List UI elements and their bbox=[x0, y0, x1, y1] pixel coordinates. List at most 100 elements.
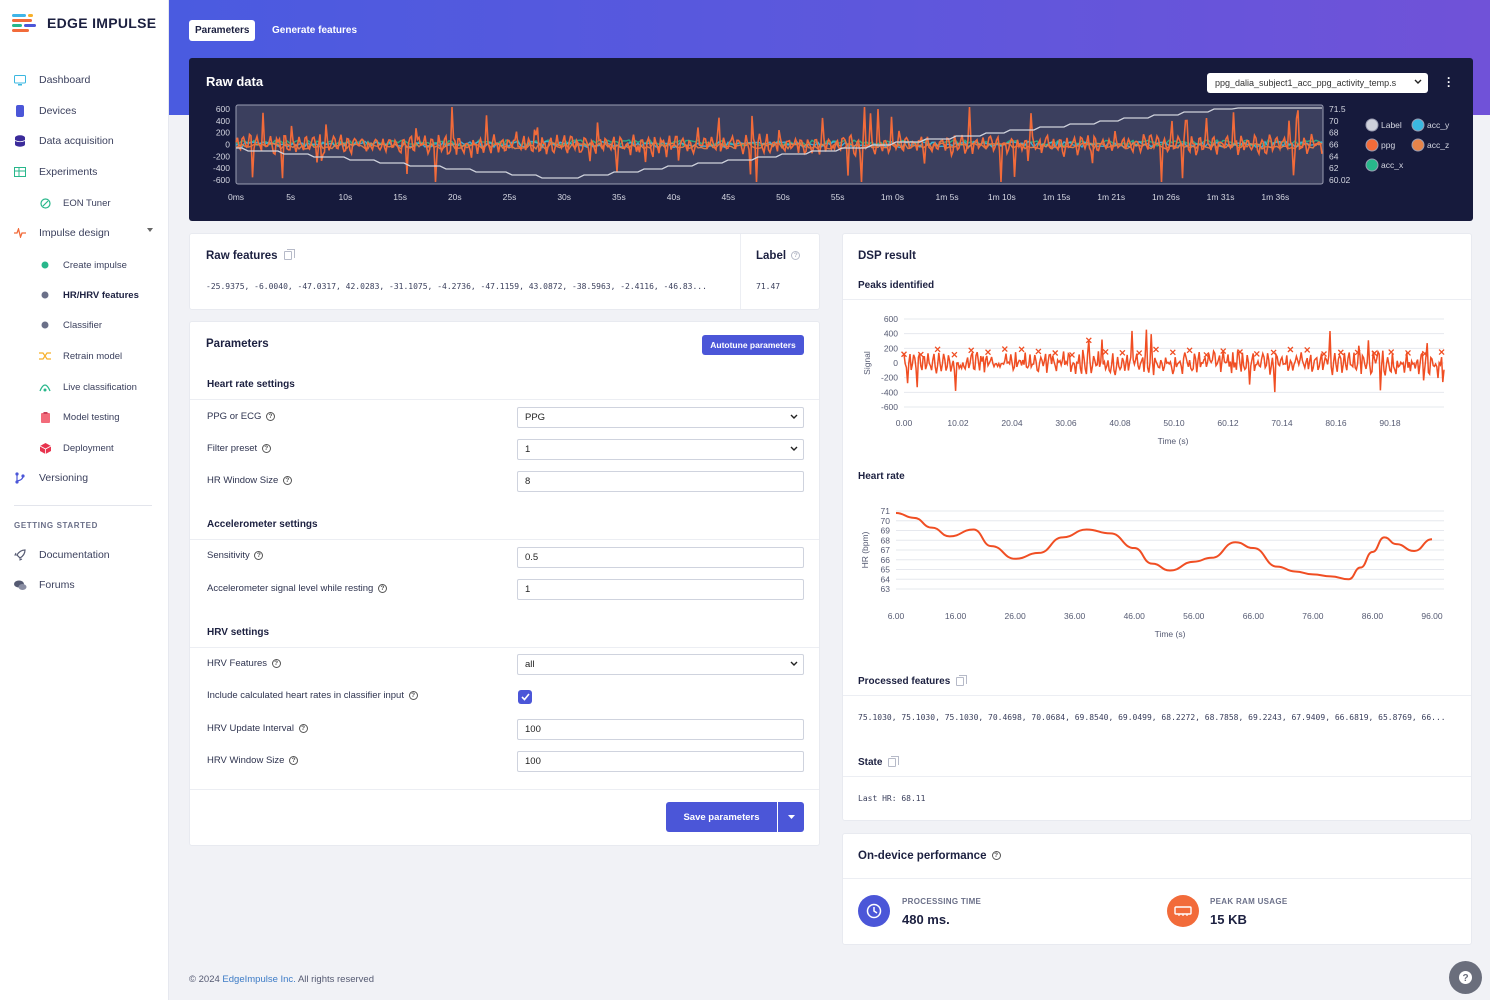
copy-icon[interactable] bbox=[956, 674, 968, 686]
sidebar-item-create-impulse[interactable]: Create impulse bbox=[0, 253, 169, 277]
raw-features-title-text: Raw features bbox=[206, 250, 278, 262]
raw-data-panel: 600 400 200 0 -200 -400 -600 71.5 70 68 66 64 62 60.0… bbox=[189, 58, 1473, 221]
x-tick-label: 1m 21s bbox=[1097, 192, 1125, 202]
hrv-features-select[interactable]: all bbox=[517, 654, 804, 675]
x-tick-label: 45s bbox=[721, 192, 735, 202]
copy-icon[interactable] bbox=[283, 249, 295, 261]
question-icon: ? bbox=[1459, 971, 1472, 984]
sidebar-item-label: Devices bbox=[39, 105, 77, 117]
label-value: 71.47 bbox=[756, 282, 781, 291]
y-tick-label: 0 bbox=[225, 140, 230, 150]
peak-ram-value: 15 KB bbox=[1210, 912, 1247, 927]
help-icon[interactable]: ? bbox=[282, 475, 292, 485]
peak-marker bbox=[1186, 347, 1193, 354]
help-icon[interactable]: ? bbox=[408, 690, 418, 700]
help-chat-button[interactable]: ? bbox=[1449, 961, 1482, 994]
x-tick-label: 10s bbox=[339, 192, 353, 202]
hrv-window-size-input[interactable]: 100 bbox=[517, 751, 804, 772]
x-tick-label: 1m 5s bbox=[936, 192, 959, 202]
chevron-down-icon bbox=[790, 414, 798, 419]
sidebar-item-retrain-model[interactable]: Retrain model bbox=[0, 344, 169, 368]
peak-marker bbox=[1153, 346, 1159, 353]
sidebar-item-experiments[interactable]: Experiments bbox=[0, 160, 169, 184]
sample-select[interactable]: ppg_dalia_subject1_acc_ppg_activity_temp… bbox=[1207, 73, 1428, 93]
sidebar-item-data-acquisition[interactable]: Data acquisition bbox=[0, 129, 169, 153]
help-icon[interactable]: ? bbox=[271, 658, 281, 668]
peak-marker bbox=[1220, 348, 1227, 355]
sidebar-item-label: Forums bbox=[39, 579, 75, 591]
sidebar-item-forums[interactable]: Forums bbox=[0, 573, 169, 597]
sidebar-item-live-classification[interactable]: Live classification bbox=[0, 375, 169, 399]
ppg-or-ecg-select[interactable]: PPG bbox=[517, 407, 804, 428]
save-options-button[interactable] bbox=[778, 802, 804, 832]
x-tick-label: 1m 26s bbox=[1152, 192, 1180, 202]
section-divider bbox=[843, 878, 1471, 879]
sidebar-item-devices[interactable]: Devices bbox=[0, 99, 169, 123]
filter-preset-label: Filter preset ? bbox=[207, 443, 271, 454]
help-icon[interactable]: ? bbox=[791, 251, 801, 261]
help-icon[interactable]: ? bbox=[254, 550, 264, 560]
filter-preset-select[interactable]: 1 bbox=[517, 439, 804, 460]
sidebar-item-deployment[interactable]: Deployment bbox=[0, 436, 169, 460]
chevron-down-icon bbox=[790, 661, 798, 666]
peak-marker bbox=[1035, 348, 1042, 355]
ppg-or-ecg-label-text: PPG or ECG bbox=[207, 411, 262, 422]
sidebar-item-label: Impulse design bbox=[39, 227, 110, 239]
logo[interactable]: EDGE IMPULSE bbox=[12, 14, 156, 32]
edge-impulse-logo-icon bbox=[12, 14, 36, 32]
tab-generate-features[interactable]: Generate features bbox=[272, 25, 358, 36]
autotune-parameters-button[interactable]: Autotune parameters bbox=[702, 335, 804, 355]
help-icon[interactable]: ? bbox=[298, 723, 308, 733]
help-icon[interactable]: ? bbox=[266, 411, 276, 421]
sidebar-item-versioning[interactable]: Versioning bbox=[0, 466, 169, 490]
y2-tick-label: 60.02 bbox=[1329, 175, 1351, 185]
heart-rate-title: Heart rate bbox=[858, 471, 905, 482]
legend-swatch bbox=[1365, 138, 1379, 152]
hrv-update-interval-label: HRV Update Interval ? bbox=[207, 723, 308, 734]
sidebar-item-classifier[interactable]: Classifier bbox=[0, 313, 169, 337]
sidebar-item-model-testing[interactable]: Model testing bbox=[0, 405, 169, 429]
footer-company-link[interactable]: EdgeImpulse Inc. bbox=[222, 974, 296, 985]
more-options-icon[interactable]: · · · bbox=[1447, 71, 1451, 93]
section-divider bbox=[190, 539, 819, 540]
peak-marker bbox=[1405, 350, 1411, 356]
peak-marker bbox=[1237, 349, 1243, 355]
sensitivity-input[interactable]: 0.5 bbox=[517, 547, 804, 568]
x-tick-label: 1m 31s bbox=[1207, 192, 1235, 202]
sidebar-item-eon-tuner[interactable]: EON Tuner bbox=[0, 191, 169, 215]
x-tick-label: 66.00 bbox=[1243, 611, 1265, 621]
x-tick-label: 36.00 bbox=[1064, 611, 1086, 621]
sidebar-item-documentation[interactable]: Documentation bbox=[0, 543, 169, 567]
raw-features-card: Raw features -25.9375, -6.0040, -47.0317… bbox=[189, 233, 820, 310]
ppg-series-line bbox=[235, 106, 1323, 183]
sidebar-item-dashboard[interactable]: Dashboard bbox=[0, 68, 169, 92]
y-axis-label: HR (bpm) bbox=[860, 531, 870, 568]
ppg-or-ecg-value: PPG bbox=[525, 412, 546, 423]
legend-label: acc_z bbox=[1427, 140, 1449, 150]
x-tick-label: 50s bbox=[776, 192, 790, 202]
parameters-title: Parameters bbox=[206, 338, 269, 350]
sidebar-item-hr-hrv-features[interactable]: HR/HRV features bbox=[0, 283, 169, 307]
help-icon[interactable]: ? bbox=[261, 443, 271, 453]
rocket-icon bbox=[13, 548, 27, 562]
help-icon[interactable]: ? bbox=[377, 583, 387, 593]
help-icon[interactable]: ? bbox=[991, 851, 1001, 861]
processing-time-label: PROCESSING TIME bbox=[902, 897, 982, 906]
help-icon[interactable]: ? bbox=[289, 755, 299, 765]
sidebar-item-label: Experiments bbox=[39, 166, 98, 178]
hrv-update-interval-input[interactable]: 100 bbox=[517, 719, 804, 740]
device-icon bbox=[13, 104, 27, 118]
copy-icon[interactable] bbox=[888, 755, 900, 767]
include-hr-checkbox[interactable] bbox=[518, 690, 532, 704]
accel-signal-level-input[interactable]: 1 bbox=[517, 579, 804, 600]
raw-data-title: Raw data bbox=[206, 74, 264, 89]
chevron-down-icon bbox=[1414, 79, 1422, 84]
hr-window-size-input[interactable]: 8 bbox=[517, 471, 804, 492]
y-tick-label: 200 bbox=[216, 128, 230, 138]
tab-parameters[interactable]: Parameters bbox=[189, 20, 256, 41]
sidebar-item-impulse-design[interactable]: Impulse design bbox=[0, 221, 169, 245]
hrv-features-value: all bbox=[525, 659, 535, 670]
x-tick-label: 40.08 bbox=[1109, 418, 1131, 428]
dsp-result-title: DSP result bbox=[858, 250, 916, 262]
save-parameters-button[interactable]: Save parameters bbox=[666, 802, 777, 832]
